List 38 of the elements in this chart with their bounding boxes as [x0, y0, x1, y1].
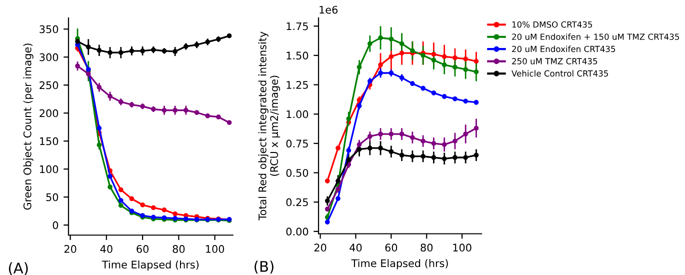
legend-label: 250 uM TMZ CRT435	[512, 58, 598, 64]
y-tick-label: 50	[46, 193, 58, 202]
x-tick-label: 40	[100, 245, 112, 253]
x-tick-label: 80	[172, 245, 185, 253]
text: (A)	[8, 262, 28, 275]
y-tick-label: 150	[40, 137, 58, 146]
y-tick-label: 300	[40, 53, 58, 62]
y-tick-label: 250	[40, 81, 58, 90]
x-tick-label: 20	[314, 244, 326, 252]
y-axis-title: Total Red object integrated intensity (RCU x µm2/image)	[258, 32, 280, 220]
x-tick-label: 100	[453, 244, 472, 252]
y-tick-label: 1.25	[286, 80, 308, 89]
y-tick-label: 0	[52, 221, 58, 230]
y-tick-label: 0.50	[286, 168, 308, 177]
y-tick-label: 100	[40, 165, 58, 174]
legend-label: Vehicle Control CRT435	[512, 70, 608, 77]
x-tick-label: 20	[64, 245, 76, 253]
legend-label: 10% DMSO CRT435	[512, 21, 592, 28]
y-tick-label: 1.75	[286, 22, 308, 30]
x-tick-label: 40	[350, 244, 362, 252]
y-tick-label: 0.00	[286, 228, 308, 236]
y-axis-title: Green Object Count (per image)	[23, 44, 34, 210]
legend-label: 20 uM Endoxifen CRT435	[512, 46, 616, 52]
y-tick-label: 0.25	[286, 198, 308, 206]
text: 1e6	[320, 6, 338, 14]
y-tick-label: 1.50	[286, 52, 308, 60]
y-tick-label: 200	[40, 109, 58, 118]
y-tick-label: 0.75	[286, 140, 308, 148]
x-tick-label: 60	[136, 245, 149, 253]
x-tick-label: 100	[206, 245, 224, 253]
x-axis-title: Time Elapsed (hrs)	[351, 259, 448, 270]
x-tick-label: 80	[420, 244, 433, 252]
y-tick-label: 1.00	[286, 110, 308, 118]
x-axis-title: Time Elapsed (hrs)	[102, 260, 199, 271]
x-tick-label: 60	[385, 244, 398, 252]
y-tick-label: 350	[40, 25, 58, 34]
legend-label: 20 uM Endoxifen + 150 uM TMZ CRT435	[512, 33, 679, 40]
text: (B)	[254, 260, 274, 274]
